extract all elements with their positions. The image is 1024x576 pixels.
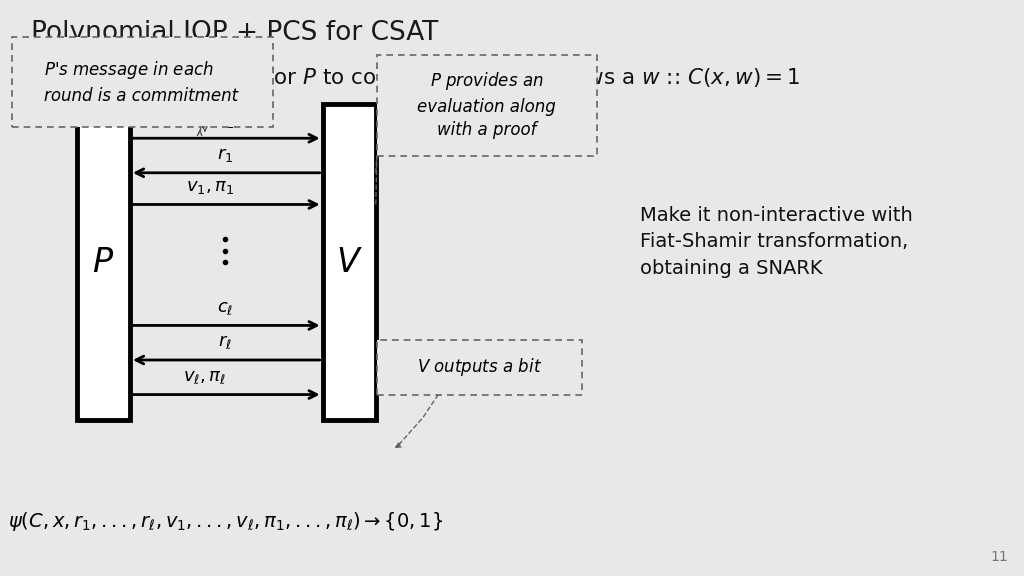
Text: $V$: $V$ [336, 245, 362, 279]
Text: $v_\ell, \pi_\ell$: $v_\ell, \pi_\ell$ [183, 368, 226, 386]
Bar [77, 104, 130, 420]
Text: Interactive argument for $P$ to convince $V$ that it knows a $w$ :: $C(x,w) = 1$: Interactive argument for $P$ to convince… [31, 66, 800, 90]
Bar [377, 55, 597, 156]
Bar [12, 37, 273, 127]
Text: $v_1, \pi_1$: $v_1, \pi_1$ [186, 178, 233, 196]
Text: $c_\ell$: $c_\ell$ [217, 299, 233, 317]
Text: $P$ provides an
evaluation along
with a proof: $P$ provides an evaluation along with a … [417, 70, 556, 139]
Text: Make it non-interactive with
Fiat-Shamir transformation,
obtaining a SNARK: Make it non-interactive with Fiat-Shamir… [640, 206, 912, 278]
Text: $P$'s message in each
round is a commitment: $P$'s message in each round is a commitm… [44, 59, 239, 105]
Text: $V$ outputs a bit: $V$ outputs a bit [417, 357, 542, 378]
Text: 11: 11 [991, 551, 1009, 564]
Text: Polynomial IOP + PCS for CSAT: Polynomial IOP + PCS for CSAT [31, 20, 438, 46]
Text: $P$: $P$ [92, 245, 115, 279]
Text: $r_\ell$: $r_\ell$ [218, 334, 232, 351]
Bar [323, 104, 376, 420]
Text: $c_1$: $c_1$ [216, 112, 234, 130]
Bar [377, 340, 582, 395]
Text: $r_1$: $r_1$ [217, 146, 233, 164]
Text: $\psi(C, x, r_1, ..., r_\ell, v_1, ..., v_\ell, \pi_1, ..., \pi_\ell) \rightarro: $\psi(C, x, r_1, ..., r_\ell, v_1, ..., … [7, 510, 443, 533]
